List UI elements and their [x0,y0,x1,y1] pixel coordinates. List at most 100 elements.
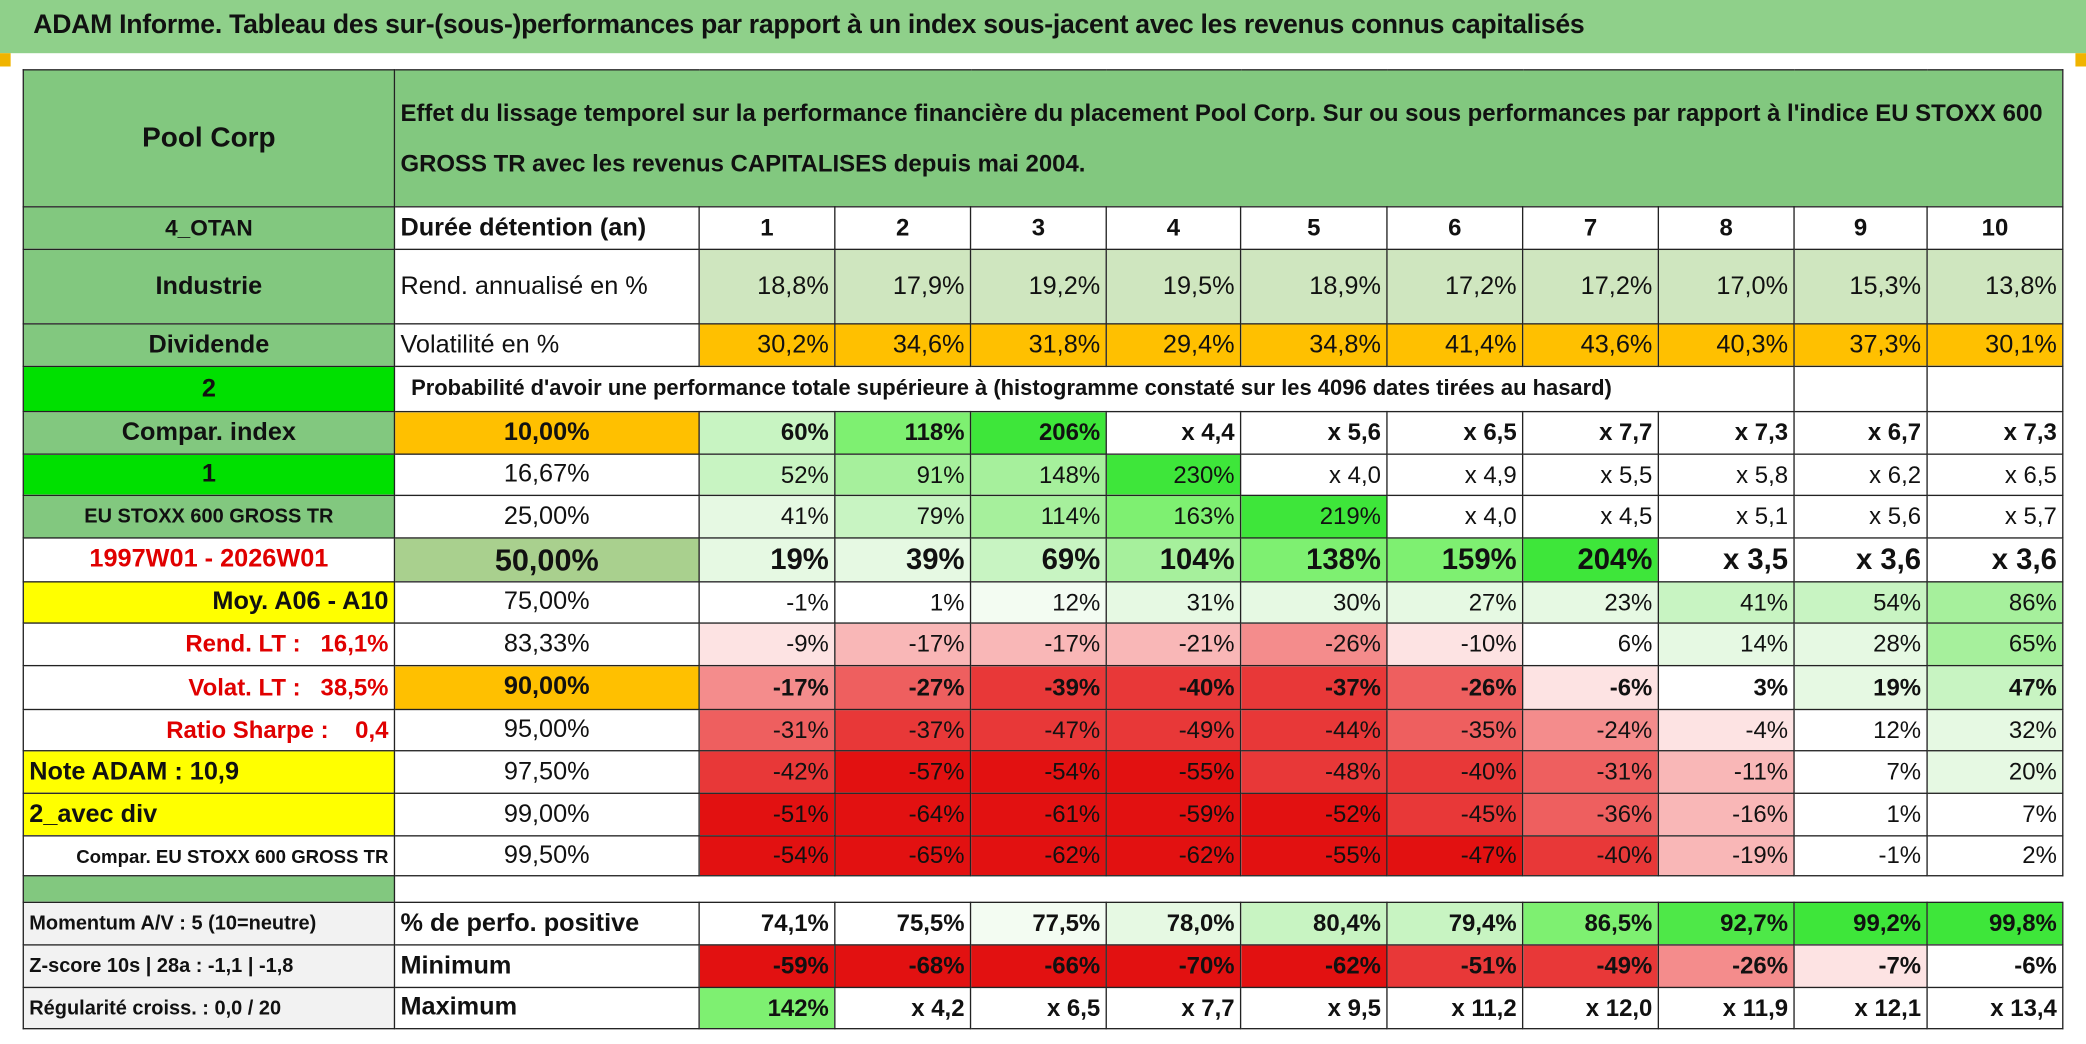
cell: x 7,3 [1657,410,1795,455]
cell: 41% [1657,581,1795,624]
cell: -55% [1239,835,1388,877]
cell: -51% [1386,944,1524,989]
cell: -31% [698,708,836,752]
cell: 60% [698,410,836,455]
cell: x 7,3 [1926,410,2064,455]
cell: 5 [1239,206,1388,251]
cell: -17% [698,664,836,711]
cell: 17,0% [1657,248,1795,325]
cell: 23% [1521,581,1660,624]
cell: 31,8% [969,323,1107,368]
cell: -7% [1793,944,1928,989]
cell: -66% [969,944,1107,989]
cell: Effet du lissage temporel sur la perform… [393,69,2064,208]
row-label: EU STOXX 600 GROSS TR [22,494,396,539]
empty-cell [22,875,396,904]
cell: x 13,4 [1926,986,2064,1030]
cell: 1% [1793,792,1928,837]
cell: -10% [1386,622,1524,667]
table-row: 2 Probabilité d'avoir une performance tot… [22,365,2064,413]
cell: 1 [698,206,836,251]
cell: 12% [969,581,1107,624]
cell: x 4,2 [834,986,972,1030]
row-label: Compar. EU STOXX 600 GROSS TR [22,835,396,877]
cell: 30,1% [1926,323,2064,368]
cell: -47% [969,708,1107,752]
cell: 14% [1657,622,1795,667]
cell: 114% [969,494,1107,539]
cell: -48% [1239,750,1388,794]
cell: -16% [1657,792,1795,837]
cell: x 12,1 [1793,986,1928,1030]
cell: 99,50% [393,835,700,877]
cell: 8 [1657,206,1795,251]
cell: x 6,7 [1793,410,1928,455]
cell: 69% [969,537,1107,583]
cell: 118% [834,410,972,455]
cell: -68% [834,944,972,989]
cell: 148% [969,453,1107,497]
cell: 25,00% [393,494,700,539]
cell: 10,00% [393,410,700,455]
table-row: Volat. LT : 38,5% 90,00% -17% -27% -39% -40% -… [22,664,2064,711]
cell: -54% [969,750,1107,794]
cell: x 7,7 [1521,410,1660,455]
cell: 41% [698,494,836,539]
cell: 99,8% [1926,901,2064,946]
cell: -45% [1386,792,1524,837]
cell: -17% [969,622,1107,667]
table-row: EU STOXX 600 GROSS TR 25,00% 41% 79% 114% 163… [22,494,2064,539]
cell: 18,9% [1239,248,1388,325]
cell: 16,67% [393,453,700,497]
row-label: 2 [22,365,396,413]
cell: 75,00% [393,581,700,624]
cell: 34,6% [834,323,972,368]
cell: 159% [1386,537,1524,583]
cell: 99,00% [393,792,700,837]
cell: Probabilité d'avoir une performance tota… [393,365,1795,413]
cell: 41,4% [1386,323,1524,368]
cell: x 6,5 [1926,453,2064,497]
cell: -21% [1105,622,1242,667]
cell: -1% [698,581,836,624]
cell: 7% [1793,750,1928,794]
cell: 15,3% [1793,248,1928,325]
cell: 104% [1105,537,1242,583]
cell: x 5,6 [1239,410,1388,455]
cell: -61% [969,792,1107,837]
cell: 86% [1926,581,2064,624]
table-body: Pool Corp Effet du lissage temporel sur l… [22,69,2064,1030]
cell: 32% [1926,708,2064,752]
cell: -26% [1239,622,1388,667]
cell: 1% [834,581,972,624]
cell: 4 [1105,206,1242,251]
cell: 97,50% [393,750,700,794]
cell: -31% [1521,750,1660,794]
cell: 37,3% [1793,323,1928,368]
cell: -62% [1239,944,1388,989]
cell: -49% [1105,708,1242,752]
table-row: Régularité croiss. : 0,0 / 20 Maximum 142%… [22,986,2064,1030]
cell: 65% [1926,622,2064,667]
cell: 19% [698,537,836,583]
empty-cell [1793,365,1928,413]
cell: -42% [698,750,836,794]
cell: x 3,5 [1657,537,1795,583]
cell: -37% [1239,664,1388,711]
cell: -37% [834,708,972,752]
cell: 219% [1239,494,1388,539]
cell: 91% [834,453,972,497]
row-label: Ratio Sharpe : 0,4 [22,708,396,752]
cell: 6 [1386,206,1524,251]
cell: 40,3% [1657,323,1795,368]
cell: -47% [1386,835,1524,877]
cell: 27% [1386,581,1524,624]
cell: x 4,0 [1386,494,1524,539]
cell: Rend. annualisé en % [393,248,700,325]
title: ADAM Informe. Tableau des sur-(sous-)per… [33,10,1585,40]
table-row: Rend. LT : 16,1% 83,33% -9% -17% -17% -21% -26… [22,622,2064,667]
row-label: 2_avec div [22,792,396,837]
row-label: Z-score 10s | 28a : -1,1 | -1,8 [22,944,396,989]
cell: x 6,2 [1793,453,1928,497]
